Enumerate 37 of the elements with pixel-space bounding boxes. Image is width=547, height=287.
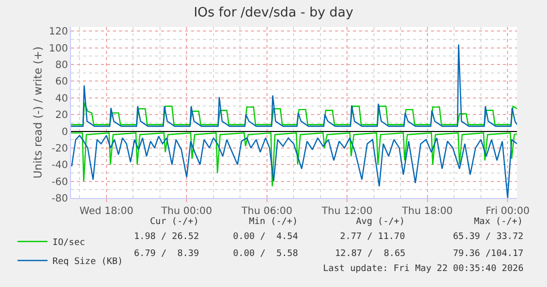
y-tick-label: -60 xyxy=(52,176,68,188)
y-tick-label: 100 xyxy=(48,43,68,54)
legend-label: IO/sec xyxy=(52,238,86,248)
text: 65.39 / 33.72 xyxy=(453,232,524,242)
text: Min (-/+) xyxy=(249,217,298,227)
x-tick-label: Thu 06:00 xyxy=(240,206,292,217)
line-series xyxy=(71,102,517,126)
legend-label: Req Size (KB) xyxy=(52,256,123,267)
line-series xyxy=(71,44,517,127)
text: Avg (-/+) xyxy=(356,217,405,227)
y-axis-title: Units read (-) / write (+) xyxy=(32,46,45,179)
line-series xyxy=(71,132,517,187)
x-tick-label: Thu 18:00 xyxy=(401,206,453,217)
text: 2.77 / 11.70 xyxy=(340,232,406,242)
x-tick-label: Thu 12:00 xyxy=(320,206,373,217)
text: 79.36 /104.17 xyxy=(453,249,524,259)
x-tick-label: Thu 00:00 xyxy=(160,206,212,217)
text: Max (-/+) xyxy=(474,217,523,227)
y-tick-label: 0 xyxy=(62,126,68,138)
text: 0.00 / 4.54 xyxy=(233,232,298,242)
text: 1.98 / 26.52 xyxy=(134,232,200,242)
text: 0.00 / 5.58 xyxy=(233,249,298,259)
chart-title: IOs for /dev/sda - by day xyxy=(194,6,354,21)
y-tick-label: -20 xyxy=(52,143,68,154)
y-tick-label: 120 xyxy=(48,26,68,38)
text: Last update: Fri May 22 00:35:40 2026 xyxy=(323,264,524,274)
y-tick-label: 20 xyxy=(55,110,68,122)
y-tick-label: -40 xyxy=(52,160,68,172)
y-tick-label: 80 xyxy=(55,60,68,72)
y-tick-label: -80 xyxy=(52,194,68,204)
text: 6.79 / 8.39 xyxy=(134,249,200,259)
text: Cur (-/+) xyxy=(150,217,199,227)
y-tick-label: 40 xyxy=(55,93,68,104)
text: 12.87 / 8.65 xyxy=(335,249,406,259)
x-tick-label: Fri 00:00 xyxy=(486,206,530,217)
y-tick-label: 60 xyxy=(55,76,68,88)
x-tick-label: Wed 18:00 xyxy=(80,206,134,217)
